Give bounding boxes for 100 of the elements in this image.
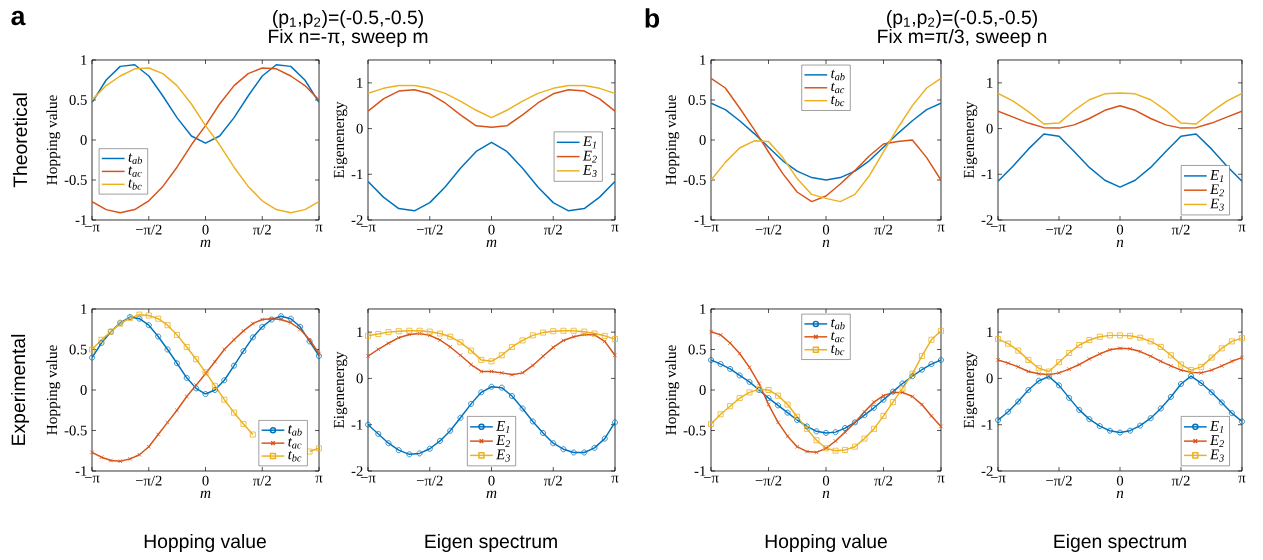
legend-label: E$_{3}$ bbox=[582, 165, 597, 177]
x-tick-label: −π/2 bbox=[755, 224, 782, 235]
x-tick-label: π bbox=[315, 224, 323, 232]
x-tick-label: 0 bbox=[488, 475, 495, 486]
text: Fix m=π/3, sweep n bbox=[878, 28, 1047, 48]
x-axis-title: n bbox=[1116, 239, 1124, 247]
x-tick-label: −π bbox=[990, 224, 1006, 232]
x-tick-label: π/2 bbox=[874, 224, 893, 235]
legend-label: t$_{ab}$ bbox=[288, 425, 302, 436]
y-tick-label: 0 bbox=[80, 385, 87, 395]
legend-label: t$_{ac}$ bbox=[288, 438, 302, 449]
x-tick-label: 0 bbox=[822, 475, 830, 486]
x-axis-title: m bbox=[486, 239, 497, 247]
legend-label: t$_{ab}$ bbox=[831, 69, 845, 81]
y-tick-label: -2 bbox=[351, 466, 363, 476]
y-axis-title: Hopping value bbox=[665, 95, 680, 185]
x-tick-label: −π/2 bbox=[1046, 475, 1072, 486]
y-tick-label: 1 bbox=[987, 78, 993, 88]
y-axis-title: Eigenenergy bbox=[963, 101, 978, 179]
text: Hopping value bbox=[144, 533, 266, 552]
x-axis-title: m bbox=[200, 490, 211, 498]
text: Eigen spectrum bbox=[1054, 533, 1186, 552]
y-axis-title: Hopping value bbox=[665, 345, 680, 435]
y-tick-label: -2 bbox=[351, 215, 363, 225]
text: Experimental bbox=[11, 334, 30, 445]
x-tick-label: π/2 bbox=[874, 475, 893, 486]
y-tick-label: -1 bbox=[981, 419, 993, 430]
x-tick-label: −π/2 bbox=[416, 224, 443, 235]
x-tick-label: −π bbox=[703, 475, 719, 483]
legend-label: E$_{2}$ bbox=[582, 150, 597, 163]
legend-label: t$_{bc}$ bbox=[831, 344, 845, 356]
legend-label: t$_{ac}$ bbox=[128, 166, 142, 177]
x-tick-label: π bbox=[937, 475, 945, 483]
legend-label: E$_{1}$ bbox=[1209, 421, 1224, 433]
x-tick-label: −π bbox=[360, 224, 376, 232]
y-tick-label: 1 bbox=[700, 304, 706, 314]
text: b bbox=[645, 8, 660, 28]
legend-label: t$_{ac}$ bbox=[831, 82, 845, 94]
text: Hopping value bbox=[765, 533, 887, 552]
x-tick-label: π/2 bbox=[253, 224, 271, 235]
legend-label: E$_{2}$ bbox=[496, 435, 511, 448]
x-tick-label: π bbox=[1238, 475, 1246, 483]
y-tick-label: 1 bbox=[987, 327, 993, 337]
y-tick-label: -1 bbox=[351, 169, 363, 180]
x-tick-label: −π bbox=[703, 224, 719, 232]
x-tick-label: 0 bbox=[202, 475, 209, 486]
y-tick-label: 0.5 bbox=[69, 95, 87, 105]
y-tick-label: 0 bbox=[699, 385, 706, 395]
x-tick-label: −π bbox=[360, 475, 376, 483]
y-tick-label: 0 bbox=[80, 135, 87, 145]
y-tick-label: -0.5 bbox=[683, 175, 706, 185]
y-tick-label: 0 bbox=[986, 373, 993, 384]
legend-label: E$_{3}$ bbox=[1209, 198, 1224, 211]
legend-label: t$_{bc}$ bbox=[288, 450, 302, 462]
legend-label: E$_{1}$ bbox=[1209, 170, 1224, 182]
legend-label: t$_{ab}$ bbox=[831, 318, 845, 330]
x-tick-label: π bbox=[611, 475, 619, 483]
x-tick-label: π/2 bbox=[1171, 224, 1190, 235]
text: (p$_{1}$,p$_{2}$)=(-0.5,-0.5) bbox=[887, 9, 1037, 29]
x-tick-label: −π bbox=[84, 475, 100, 483]
text: Theoretical bbox=[12, 93, 28, 188]
y-tick-label: -0.5 bbox=[683, 425, 706, 436]
legend-label: E$_{2}$ bbox=[1209, 184, 1224, 197]
x-tick-label: 0 bbox=[202, 224, 209, 235]
y-tick-label: 0 bbox=[699, 135, 706, 145]
text: a bbox=[11, 10, 26, 26]
x-tick-label: π bbox=[611, 224, 619, 232]
y-tick-label: 1 bbox=[357, 327, 363, 337]
x-axis-title: n bbox=[1116, 490, 1124, 498]
x-axis-title: m bbox=[200, 239, 211, 247]
y-tick-label: 0.5 bbox=[688, 95, 706, 105]
y-tick-label: -2 bbox=[981, 215, 993, 225]
y-tick-label: -1 bbox=[981, 169, 993, 180]
x-tick-label: −π/2 bbox=[755, 475, 782, 486]
y-tick-label: -0.5 bbox=[64, 175, 87, 185]
x-tick-label: π bbox=[937, 224, 945, 232]
y-tick-label: 0 bbox=[356, 123, 363, 134]
x-tick-label: 0 bbox=[822, 224, 830, 235]
y-tick-label: -1 bbox=[694, 215, 706, 225]
legend-label: E$_{1}$ bbox=[496, 421, 510, 433]
legend-label: t$_{bc}$ bbox=[128, 179, 142, 190]
legend-label: E$_{3}$ bbox=[1209, 449, 1224, 462]
text: (p$_{1}$,p$_{2}$)=(-0.5,-0.5) bbox=[273, 9, 423, 29]
x-tick-label: 0 bbox=[488, 224, 495, 235]
x-tick-label: π bbox=[315, 475, 323, 483]
x-tick-label: π/2 bbox=[544, 224, 562, 235]
x-tick-label: −π/2 bbox=[135, 475, 162, 486]
x-tick-label: 0 bbox=[1116, 224, 1124, 235]
y-tick-label: -1 bbox=[75, 215, 87, 225]
y-axis-title: Eigenenergy bbox=[963, 351, 978, 429]
y-axis-title: Eigenenergy bbox=[333, 101, 348, 179]
y-axis-title: Hopping value bbox=[46, 95, 61, 185]
x-tick-label: π bbox=[1238, 224, 1246, 232]
legend-label: E$_{3}$ bbox=[496, 449, 510, 462]
x-axis-title: n bbox=[822, 490, 830, 498]
x-tick-label: −π/2 bbox=[135, 224, 162, 235]
x-axis-title: m bbox=[486, 490, 497, 498]
x-tick-label: π/2 bbox=[253, 475, 271, 486]
y-tick-label: -2 bbox=[981, 466, 993, 476]
y-tick-label: -1 bbox=[351, 419, 363, 430]
